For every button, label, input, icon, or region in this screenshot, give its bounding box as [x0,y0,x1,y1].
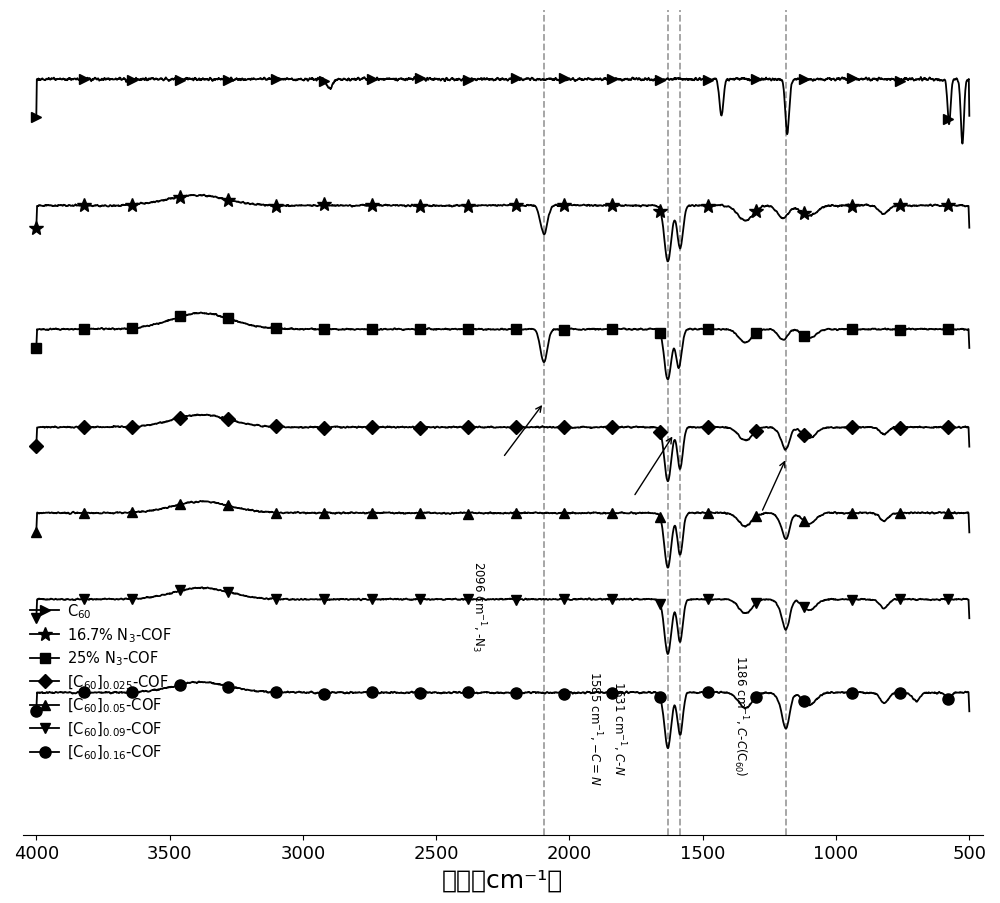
Text: 1631 cm$^{-1}$, $C$-$N$
1585 cm$^{-1}$, $-$$C$$=$$N$: 1631 cm$^{-1}$, $C$-$N$ 1585 cm$^{-1}$, … [586,670,628,785]
X-axis label: 波数（cm⁻¹）: 波数（cm⁻¹） [442,868,563,892]
Legend: C$_{60}$, 16.7% N$_3$-COF, 25% N$_3$-COF, [C$_{60}$]$_{0.025}$-COF, [C$_{60}$]$_: C$_{60}$, 16.7% N$_3$-COF, 25% N$_3$-COF… [30,601,171,761]
Text: 2096 cm$^{-1}$, -N$_3$: 2096 cm$^{-1}$, -N$_3$ [469,560,488,651]
Text: 1186 cm$^{-1}$, $C$-$C$(C$_{60}$): 1186 cm$^{-1}$, $C$-$C$(C$_{60}$) [731,655,749,776]
